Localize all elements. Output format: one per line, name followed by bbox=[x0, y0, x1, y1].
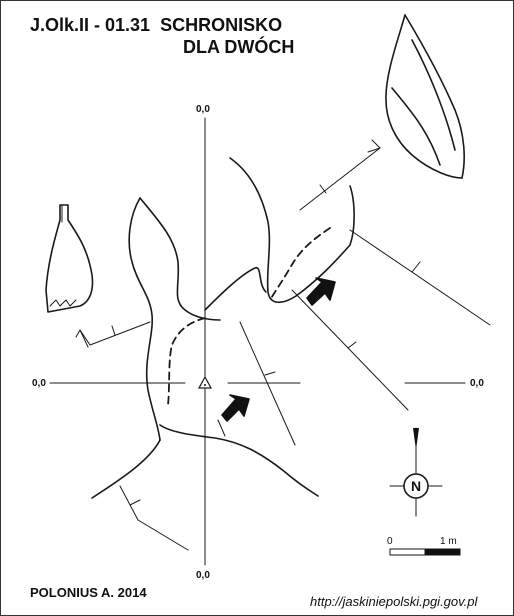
grid-label-bottom: 0,0 bbox=[196, 570, 210, 581]
entrance-arrows bbox=[221, 277, 336, 422]
grid-cross bbox=[49, 117, 466, 566]
cross-section-right bbox=[385, 14, 465, 179]
grid-label-left: 0,0 bbox=[32, 378, 46, 389]
scale-end-label: 1 m bbox=[440, 536, 457, 547]
cave-title-line2: DLA DWÓCH bbox=[183, 37, 295, 57]
station-marker bbox=[197, 375, 213, 389]
scale-bar bbox=[389, 548, 461, 556]
author-credit: POLONIUS A. 2014 bbox=[30, 585, 147, 600]
profile-lines bbox=[75, 139, 491, 551]
compass-north-letter: N bbox=[411, 478, 422, 494]
cross-section-left bbox=[45, 204, 94, 313]
cave-title: J.Olk.II - 01.31 SCHRONISKO bbox=[30, 15, 283, 35]
source-url: http://jaskiniepolski.pgi.gov.pl bbox=[310, 594, 478, 609]
drip-line bbox=[167, 227, 331, 406]
cave-walls bbox=[91, 157, 355, 499]
grid-label-right: 0,0 bbox=[470, 378, 484, 389]
scale-zero-label: 0 bbox=[387, 536, 393, 547]
compass-rose bbox=[389, 427, 443, 517]
grid-label-top: 0,0 bbox=[196, 104, 210, 115]
